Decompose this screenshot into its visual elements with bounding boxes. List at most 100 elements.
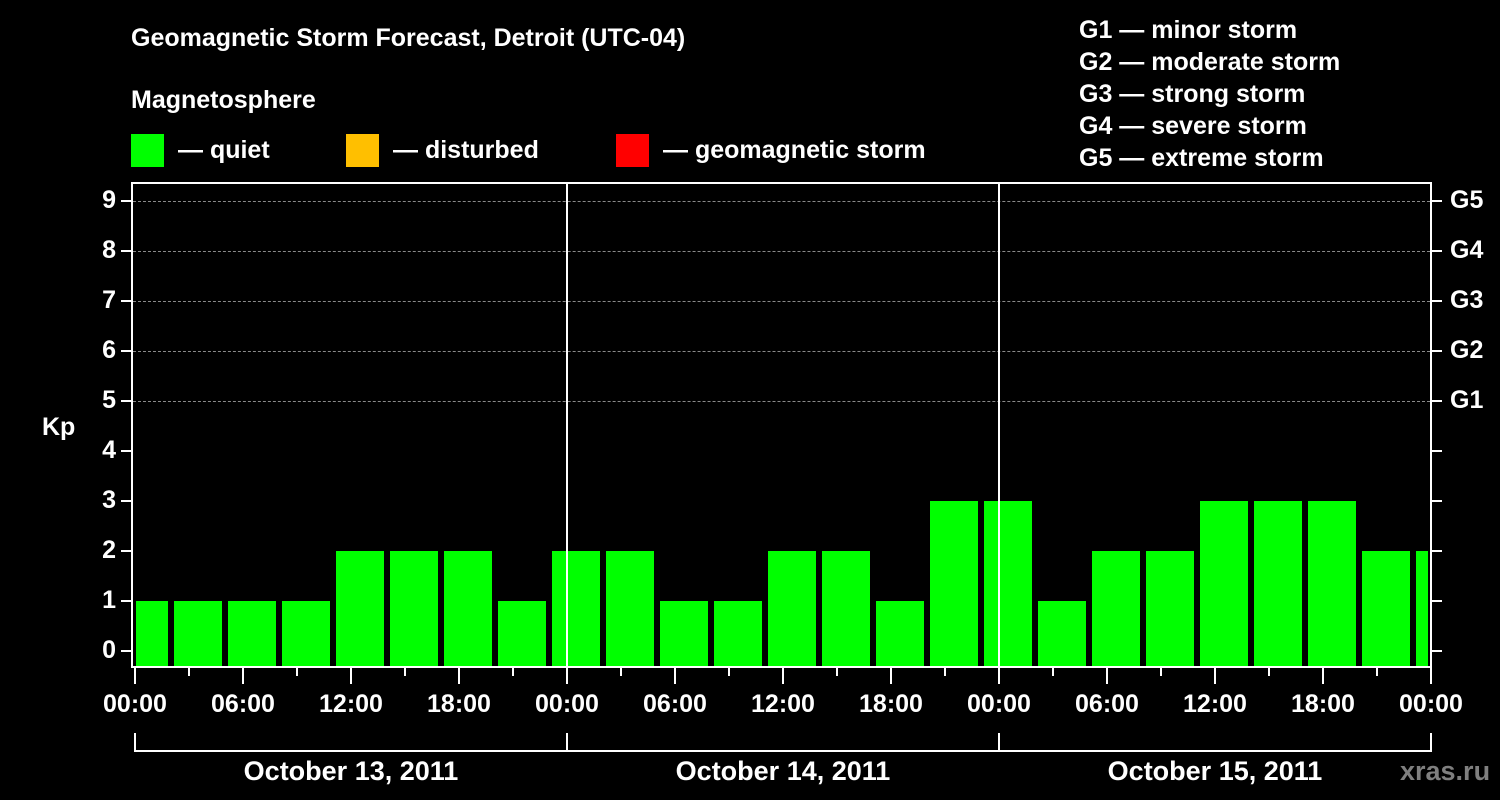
- g-scale-label: G1: [1450, 386, 1484, 414]
- x-tick: [242, 668, 244, 684]
- y-tick-right: [1432, 650, 1442, 652]
- kp-bar: [174, 601, 222, 667]
- y-tick: [121, 300, 131, 302]
- x-tick-label: 18:00: [1291, 690, 1355, 718]
- x-tick-label: 00:00: [1399, 690, 1463, 718]
- date-bracket: [998, 733, 1432, 752]
- x-tick-label: 12:00: [319, 690, 383, 718]
- y-tick-right: [1432, 500, 1442, 502]
- y-tick-label: 0: [102, 636, 116, 664]
- y-tick: [121, 550, 131, 552]
- y-tick: [121, 200, 131, 202]
- x-tick-label: 12:00: [751, 690, 815, 718]
- day-divider: [566, 182, 568, 668]
- legend-quiet-label: — quiet: [178, 135, 270, 164]
- gridline: [133, 351, 1430, 352]
- x-tick-label: 00:00: [967, 690, 1031, 718]
- x-tick-label: 00:00: [535, 690, 599, 718]
- quiet-swatch-icon: [131, 133, 164, 167]
- y-tick-right: [1432, 400, 1442, 402]
- x-tick-label: 18:00: [427, 690, 491, 718]
- kp-bar: [390, 551, 438, 667]
- x-tick-label: 06:00: [211, 690, 275, 718]
- x-tick: [674, 668, 676, 684]
- x-tick: [836, 668, 838, 676]
- storm-scale-legend: G1 — minor storm G2 — moderate storm G3 …: [1079, 14, 1340, 174]
- storm-scale-g3: G3 — strong storm: [1079, 80, 1306, 108]
- y-tick-label: 5: [102, 386, 116, 414]
- y-tick-label: 4: [102, 436, 116, 464]
- y-axis-label: Kp: [42, 413, 76, 441]
- kp-bar: [228, 601, 276, 667]
- kp-bar: [876, 601, 924, 667]
- x-tick-label: 06:00: [643, 690, 707, 718]
- kp-bar: [660, 601, 708, 667]
- plot-frame: [131, 182, 1432, 668]
- x-tick: [944, 668, 946, 676]
- y-tick-label: 6: [102, 336, 116, 364]
- y-tick: [121, 650, 131, 652]
- storm-swatch-icon: [616, 133, 649, 167]
- kp-bar: [930, 501, 978, 667]
- y-tick: [121, 500, 131, 502]
- y-tick-right: [1432, 600, 1442, 602]
- y-tick: [121, 350, 131, 352]
- legend-storm-label: — geomagnetic storm: [663, 135, 926, 164]
- y-tick-right: [1432, 350, 1442, 352]
- y-tick: [121, 250, 131, 252]
- legend-storm: — geomagnetic storm: [616, 133, 926, 167]
- chart-title: Geomagnetic Storm Forecast, Detroit (UTC…: [131, 24, 686, 52]
- g-scale-label: G2: [1450, 336, 1484, 364]
- x-tick: [1376, 668, 1378, 676]
- kp-bar: [336, 551, 384, 667]
- x-tick: [458, 668, 460, 684]
- gridline: [133, 201, 1430, 202]
- x-tick: [998, 668, 1000, 684]
- x-tick: [404, 668, 406, 676]
- kp-bar: [498, 601, 546, 667]
- x-tick-label: 06:00: [1075, 690, 1139, 718]
- legend-disturbed: — disturbed: [346, 133, 539, 167]
- x-tick: [512, 668, 514, 676]
- kp-bar: [444, 551, 492, 667]
- y-tick: [121, 600, 131, 602]
- storm-scale-g4: G4 — severe storm: [1079, 112, 1307, 140]
- kp-bar: [136, 601, 168, 667]
- chart-subtitle: Magnetosphere: [131, 86, 316, 114]
- y-tick-label: 2: [102, 536, 116, 564]
- y-tick: [121, 400, 131, 402]
- y-tick-label: 1: [102, 586, 116, 614]
- kp-bar: [552, 551, 600, 667]
- g-scale-label: G5: [1450, 186, 1484, 214]
- x-tick: [782, 668, 784, 684]
- day-divider: [998, 182, 1000, 668]
- x-tick: [620, 668, 622, 676]
- watermark: xras.ru: [1400, 756, 1491, 786]
- x-tick: [296, 668, 298, 676]
- y-tick-label: 3: [102, 486, 116, 514]
- kp-bar: [1038, 601, 1086, 667]
- kp-bar: [984, 501, 1032, 667]
- g-scale-label: G3: [1450, 286, 1484, 314]
- x-tick: [1160, 668, 1162, 676]
- kp-bar: [822, 551, 870, 667]
- storm-scale-g5: G5 — extreme storm: [1079, 144, 1324, 172]
- x-tick: [1430, 668, 1432, 684]
- gridline: [133, 301, 1430, 302]
- x-tick: [890, 668, 892, 684]
- kp-bar: [1200, 501, 1248, 667]
- y-tick-label: 7: [102, 286, 116, 314]
- y-tick-right: [1432, 200, 1442, 202]
- legend-disturbed-label: — disturbed: [393, 135, 539, 164]
- x-tick: [566, 668, 568, 684]
- y-tick-right: [1432, 550, 1442, 552]
- x-tick-label: 12:00: [1183, 690, 1247, 718]
- x-tick: [350, 668, 352, 684]
- x-tick: [1052, 668, 1054, 676]
- storm-scale-g1: G1 — minor storm: [1079, 16, 1298, 44]
- kp-bar: [1308, 501, 1356, 667]
- kp-bar: [1416, 551, 1428, 667]
- date-bracket: [566, 733, 1000, 752]
- x-tick: [134, 668, 136, 684]
- kp-bar: [768, 551, 816, 667]
